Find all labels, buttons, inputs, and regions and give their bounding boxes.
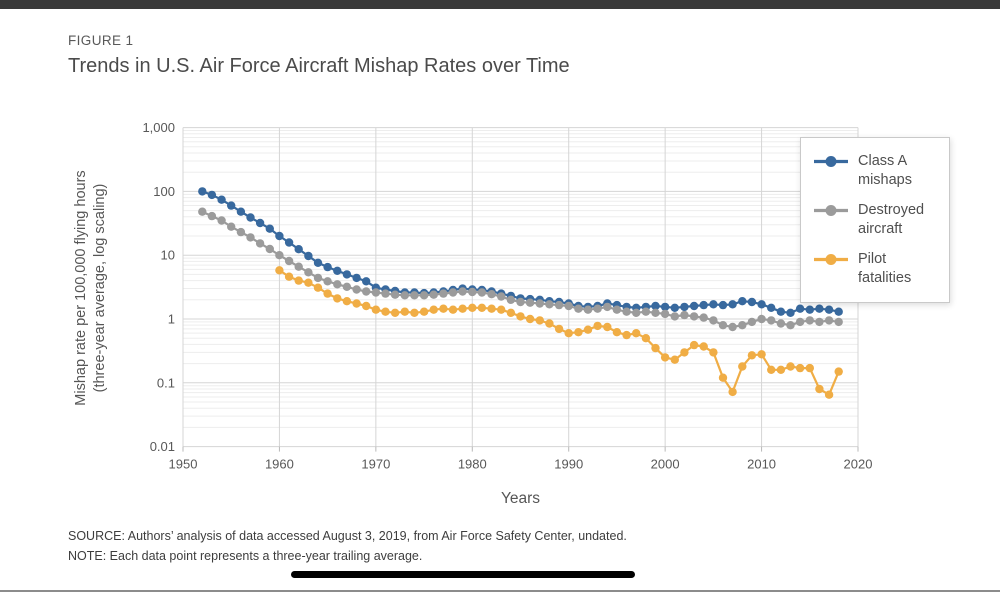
y-axis-title-line1: Mishap rate per 100,000 flying hours — [73, 170, 89, 406]
bottom-black-bar — [291, 571, 635, 578]
top-black-bar — [0, 0, 1000, 9]
svg-text:1960: 1960 — [265, 457, 294, 472]
legend-marker-destroyed-aircraft-icon — [814, 205, 848, 216]
legend-label-pilot-fatalities: Pilot fatalities — [858, 251, 912, 286]
svg-text:10: 10 — [161, 248, 175, 263]
y-axis-title-line2: (three-year average, log scaling) — [91, 183, 108, 393]
svg-text:1970: 1970 — [361, 457, 390, 472]
figure-title: Trends in U.S. Air Force Aircraft Mishap… — [68, 55, 570, 77]
svg-text:1950: 1950 — [169, 457, 198, 472]
svg-text:1990: 1990 — [554, 457, 583, 472]
svg-text:1,000: 1,000 — [142, 120, 175, 135]
source-note: SOURCE: Authors’ analysis of data access… — [68, 529, 627, 543]
legend-item-destroyed-aircraft: Destroyed aircraft — [813, 201, 941, 239]
svg-text:1: 1 — [168, 312, 175, 327]
legend-item-pilot-fatalities: Pilot fatalities — [813, 250, 941, 288]
method-note: NOTE: Each data point represents a three… — [68, 549, 423, 563]
bottom-edge-rule — [0, 590, 1000, 592]
legend-item-class-a-mishaps: Class A mishaps — [813, 152, 941, 190]
legend-marker-class-a-icon — [814, 156, 848, 167]
svg-text:2020: 2020 — [844, 457, 873, 472]
svg-text:1980: 1980 — [458, 457, 487, 472]
legend-label-class-a-mishaps: Class A mishaps — [858, 153, 912, 188]
svg-text:100: 100 — [153, 184, 175, 199]
svg-text:0.1: 0.1 — [157, 375, 175, 390]
svg-text:2010: 2010 — [747, 457, 776, 472]
legend-marker-pilot-fatalities-icon — [814, 254, 848, 265]
legend-label-destroyed-aircraft: Destroyed aircraft — [858, 202, 925, 237]
figure-label: FIGURE 1 — [68, 33, 134, 48]
svg-text:2000: 2000 — [651, 457, 680, 472]
svg-text:0.01: 0.01 — [150, 439, 175, 454]
chart-legend: Class A mishaps Destroyed aircraft Pilot… — [800, 137, 950, 303]
y-axis-title: Mishap rate per 100,000 flying hours (th… — [72, 117, 110, 459]
x-axis-title: Years — [500, 490, 541, 507]
